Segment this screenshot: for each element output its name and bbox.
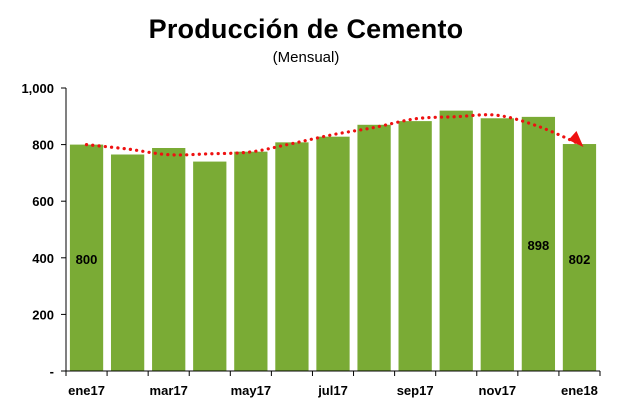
- bar-ene18: [562, 144, 597, 371]
- y-tick-label: 400: [32, 251, 54, 266]
- bar-may17: [234, 151, 268, 371]
- data-label-ene17: 800: [76, 252, 98, 267]
- bar-jun17: [275, 142, 309, 371]
- chart-title: Producción de Cemento: [148, 14, 464, 44]
- x-tick-label: sep17: [397, 383, 434, 398]
- y-tick-label: -: [50, 364, 54, 379]
- trend-arrowhead: [568, 131, 584, 148]
- y-tick-label: 1,000: [21, 81, 54, 96]
- bar-abr17: [193, 161, 227, 371]
- y-tick-label: 200: [32, 307, 54, 322]
- x-tick-label: nov17: [479, 383, 517, 398]
- chart-subtitle: (Mensual): [272, 49, 340, 66]
- bar-ago17: [357, 124, 391, 371]
- bar-mar17: [152, 148, 186, 371]
- bar-dic17: [521, 116, 556, 372]
- bar-ene17: [69, 144, 104, 371]
- axes-group: [61, 87, 601, 376]
- x-tick-label: may17: [231, 383, 271, 398]
- x-tick-label: ene18: [561, 383, 598, 398]
- bar-nov17: [480, 118, 514, 371]
- x-tick-label: jul17: [317, 383, 348, 398]
- bar-jul17: [316, 136, 350, 371]
- bar-feb17: [110, 154, 145, 371]
- labels-group: - 200 400 600 800 1,000 ene17 mar17 may17 jul17 se…: [21, 81, 597, 398]
- x-tick-label: mar17: [150, 383, 188, 398]
- trend-line: [84, 113, 582, 157]
- data-label-dic17: 898: [528, 238, 550, 253]
- trend-line-group: [84, 113, 584, 157]
- y-tick-label: 800: [32, 138, 54, 153]
- data-label-ene18: 802: [569, 252, 591, 267]
- bars-group: [69, 110, 597, 372]
- bar-oct17: [439, 110, 473, 371]
- y-tick-label: 600: [32, 194, 54, 209]
- x-tick-label: ene17: [68, 383, 105, 398]
- bar-sep17: [398, 121, 432, 371]
